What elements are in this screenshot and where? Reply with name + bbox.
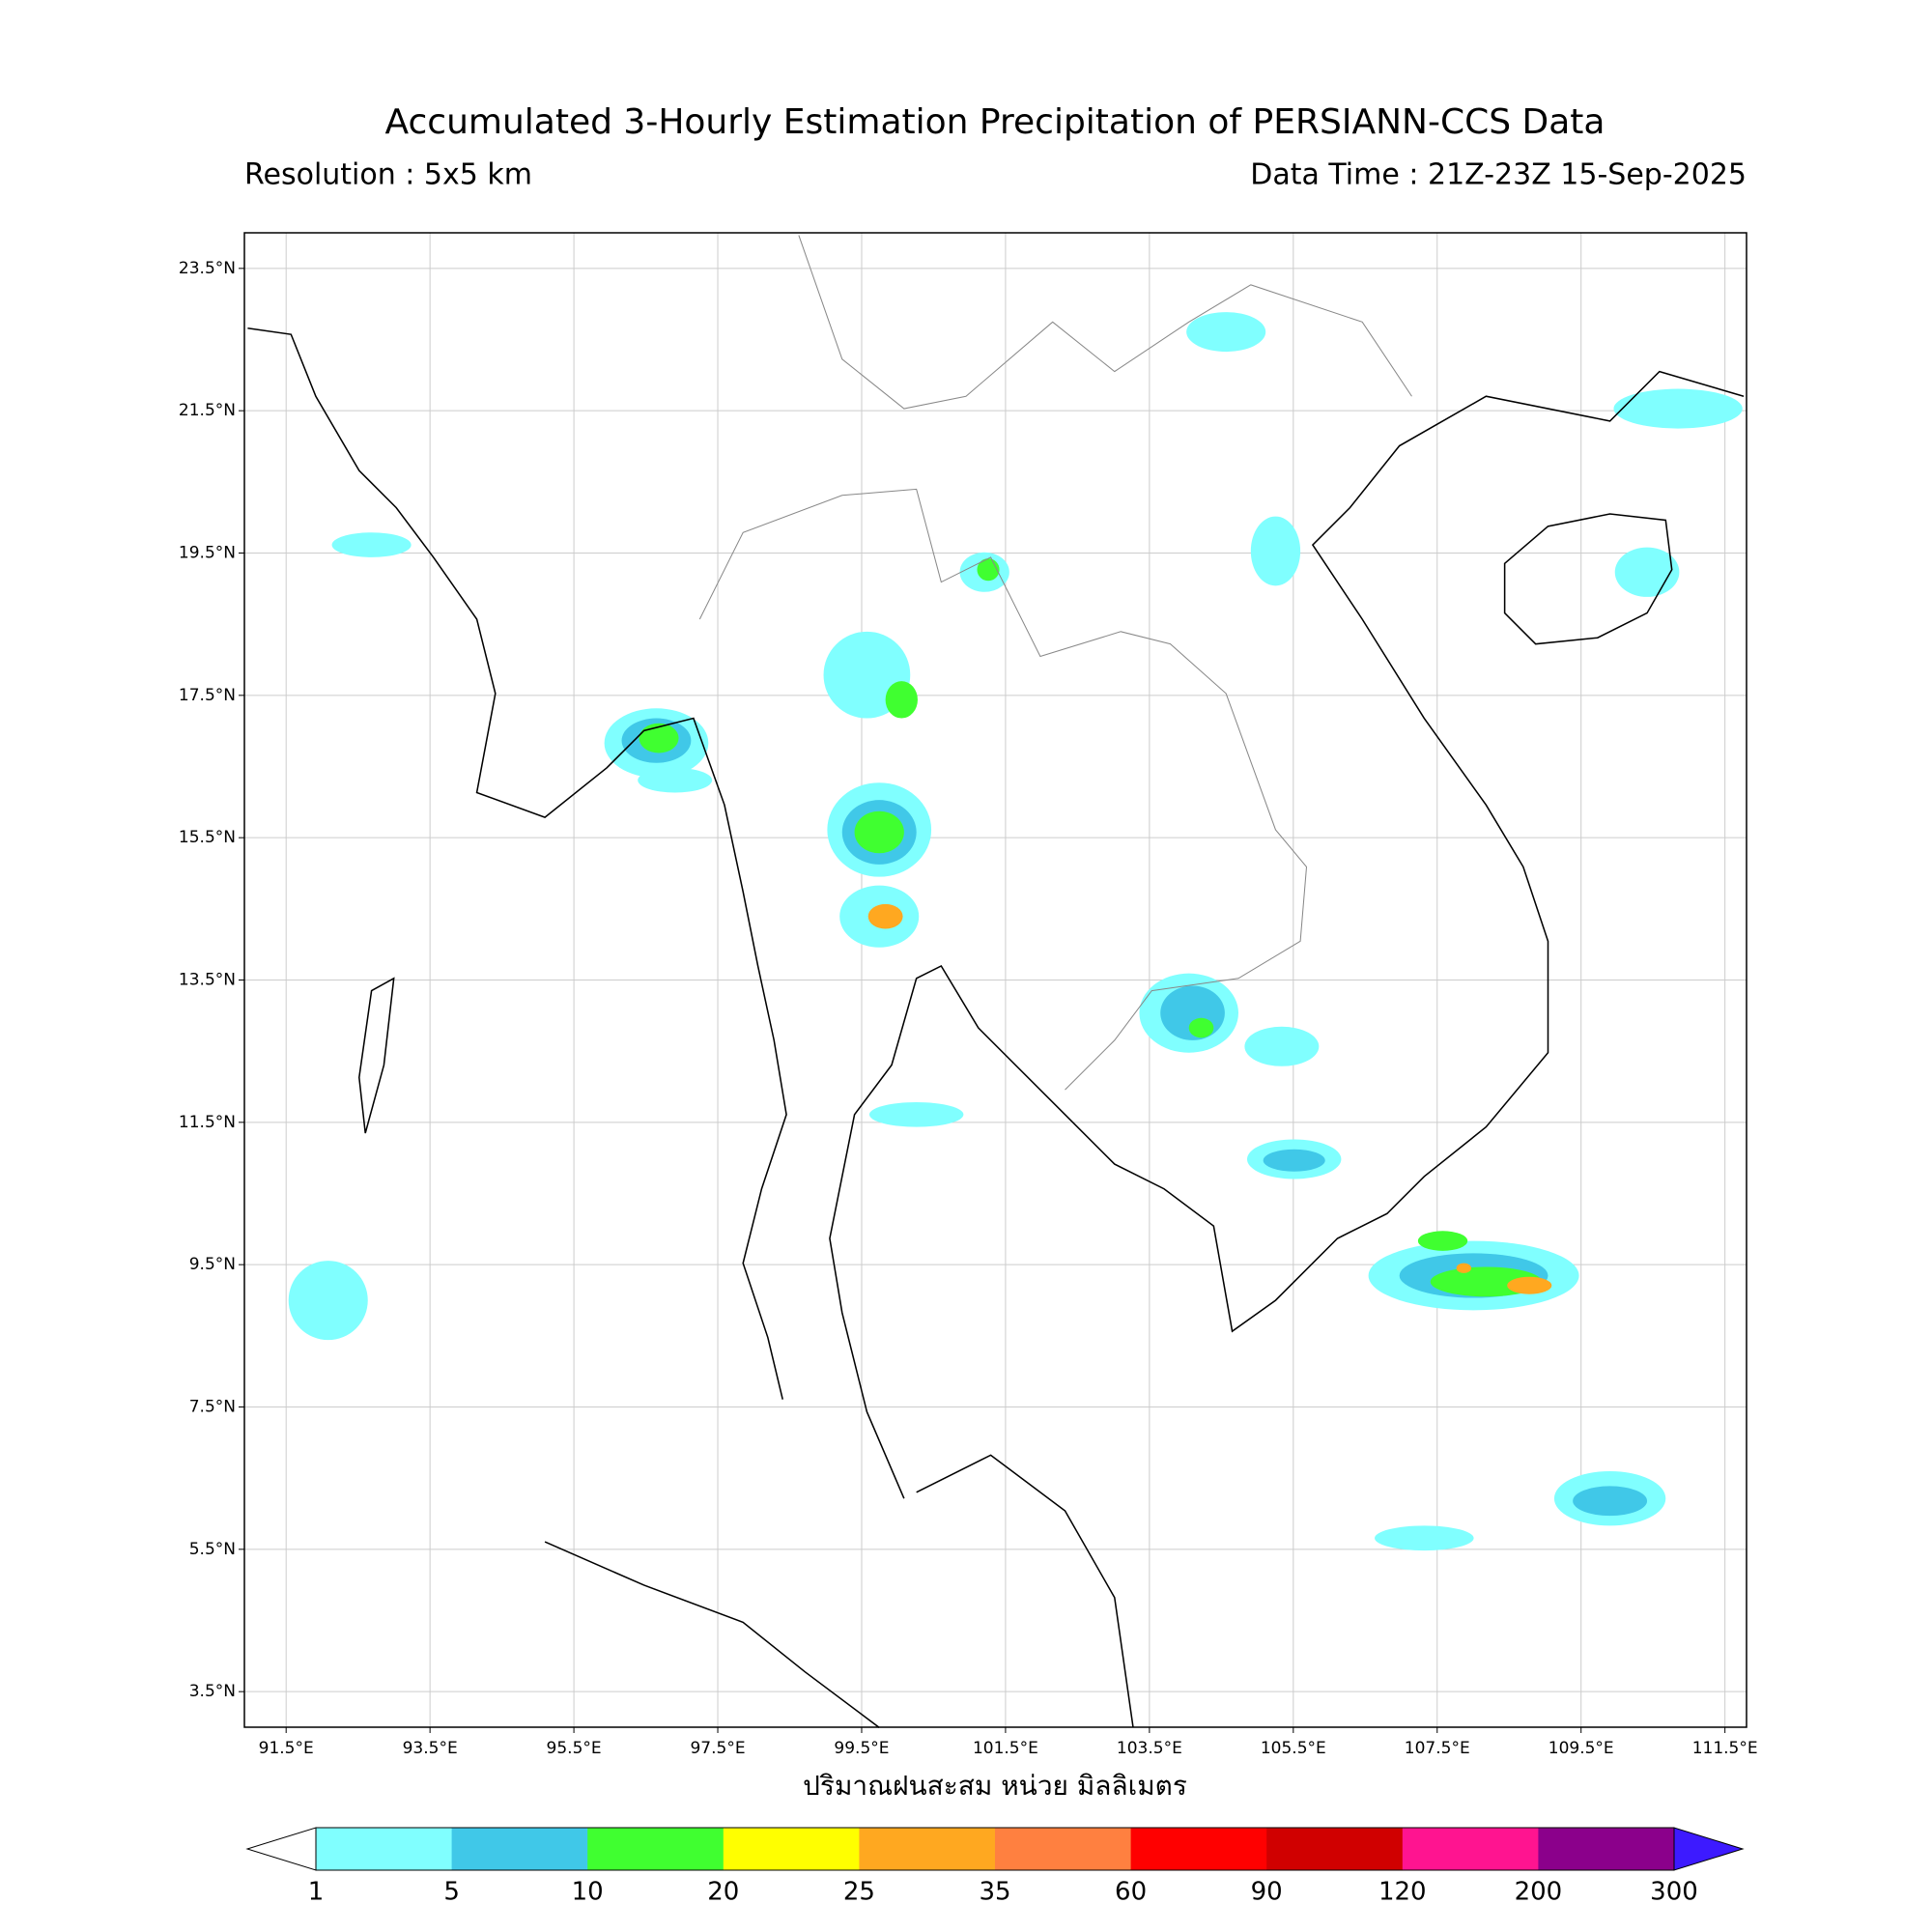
y-tick-label: 3.5°N xyxy=(189,1682,236,1701)
colorbar-label: 20 xyxy=(707,1878,739,1907)
rain-area xyxy=(854,810,904,854)
rain-area xyxy=(288,1261,368,1341)
title: Accumulated 3-Hourly Estimation Precipit… xyxy=(385,102,1605,142)
colorbar-segment xyxy=(587,1828,724,1870)
coastline xyxy=(544,1541,880,1729)
rain-area xyxy=(638,767,713,793)
rain-area xyxy=(331,532,412,557)
rain-area xyxy=(1573,1486,1648,1517)
colorbar-segment xyxy=(1266,1828,1404,1870)
y-tick-label: 9.5°N xyxy=(189,1255,236,1274)
colorbar-under xyxy=(245,1827,317,1871)
coastline xyxy=(358,977,395,1134)
rain-area xyxy=(1613,388,1743,429)
y-tick-label: 13.5°N xyxy=(179,971,236,990)
rain-area xyxy=(977,558,1000,582)
y-tick-label: 17.5°N xyxy=(179,686,236,705)
axes-ticks: 91.5°E 93.5°E 95.5°E 97.5°E 99.5°E 101.5°E 103… xyxy=(179,259,1758,1758)
colorbar-segment xyxy=(316,1828,453,1870)
x-tick-label: 97.5°E xyxy=(690,1739,745,1758)
x-axis-label: ปริมาณฝนสะสม หน่วย มิลลิเมตร xyxy=(803,1770,1187,1802)
colorbar-label: 35 xyxy=(979,1878,1010,1907)
colorbar-label: 300 xyxy=(1650,1878,1698,1907)
rain-area xyxy=(868,1101,964,1127)
y-tick-label: 21.5°N xyxy=(179,401,236,420)
rain-light xyxy=(288,312,1743,1551)
rain-intense xyxy=(867,903,1552,1294)
colorbar-segment xyxy=(995,1828,1132,1870)
colorbar-segment xyxy=(1538,1828,1675,1870)
y-tick-label: 19.5°N xyxy=(179,544,236,563)
x-tick-label: 95.5°E xyxy=(547,1739,602,1758)
colorbar-label: 5 xyxy=(443,1878,460,1907)
border xyxy=(798,235,1412,410)
coastline xyxy=(1503,513,1673,645)
colorbar-label: 60 xyxy=(1115,1878,1147,1907)
colorbar-label: 90 xyxy=(1251,1878,1283,1907)
x-tick-label: 111.5°E xyxy=(1692,1739,1758,1758)
rain-area xyxy=(1507,1276,1552,1294)
x-tick-label: 101.5°E xyxy=(973,1739,1038,1758)
x-tick-label: 105.5°E xyxy=(1261,1739,1326,1758)
colorbar-label: 10 xyxy=(572,1878,604,1907)
resolution: Resolution : 5x5 km xyxy=(244,158,532,192)
colorbar-over xyxy=(1673,1827,1745,1871)
coastline xyxy=(247,327,787,1400)
colorbar: 1 5 10 20 25 35 60 90 120 200 300 xyxy=(245,1827,1745,1907)
rain-area xyxy=(867,903,903,929)
y-tick-label: 23.5°N xyxy=(179,259,236,278)
rain-area xyxy=(1188,1017,1214,1038)
colorbar-segment xyxy=(1402,1828,1539,1870)
rain-area xyxy=(1186,312,1266,353)
colorbar-label: 200 xyxy=(1515,1878,1563,1907)
x-tick-label: 107.5°E xyxy=(1405,1739,1470,1758)
rain-area xyxy=(639,723,679,753)
colorbar-label: 1 xyxy=(308,1878,325,1907)
rain-area xyxy=(1417,1231,1468,1251)
x-tick-label: 93.5°E xyxy=(403,1739,458,1758)
colorbar-outline xyxy=(315,1827,1675,1871)
coastlines xyxy=(247,235,1745,1729)
colorbar-segment xyxy=(723,1828,860,1870)
rain-area xyxy=(1375,1525,1474,1551)
colorbar-segment xyxy=(451,1828,588,1870)
precipitation-layer xyxy=(247,235,1745,1729)
colorbar-segment xyxy=(859,1828,996,1870)
x-tick-label: 109.5°E xyxy=(1548,1739,1614,1758)
y-tick-label: 15.5°N xyxy=(179,828,236,847)
rain-area xyxy=(1456,1263,1472,1273)
y-tick-label: 5.5°N xyxy=(189,1540,236,1559)
x-tick-label: 103.5°E xyxy=(1117,1739,1182,1758)
y-tick-label: 7.5°N xyxy=(189,1398,236,1417)
border xyxy=(698,488,1308,1091)
rain-area xyxy=(1263,1149,1325,1172)
coastline xyxy=(916,1454,1134,1728)
x-tick-label: 91.5°E xyxy=(259,1739,314,1758)
x-tick-label: 99.5°E xyxy=(834,1739,889,1758)
colorbar-segment xyxy=(1130,1828,1267,1870)
y-tick-label: 11.5°N xyxy=(179,1113,236,1132)
colorbar-label: 120 xyxy=(1378,1878,1427,1907)
rain-area xyxy=(1250,516,1301,586)
rain-area xyxy=(885,681,918,719)
data-time: Data Time : 21Z-23Z 15-Sep-2025 xyxy=(1250,158,1747,192)
rain-heavy xyxy=(639,558,1543,1297)
grid xyxy=(244,233,1747,1727)
rain-area xyxy=(1244,1026,1320,1066)
coastline xyxy=(829,370,1745,1499)
colorbar-label: 25 xyxy=(843,1878,875,1907)
